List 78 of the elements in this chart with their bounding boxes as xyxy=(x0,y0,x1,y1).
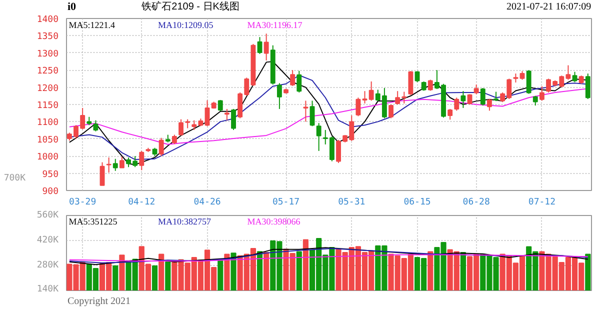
y-tick-label: 1300 xyxy=(36,49,59,60)
y-tick-label: 1250 xyxy=(36,66,59,77)
line-series xyxy=(68,254,588,262)
candlestick xyxy=(486,98,492,112)
x-tick-label: 06-28 xyxy=(462,198,490,208)
chart-title: 铁矿石2109 - 日K线图 xyxy=(140,0,240,12)
candlestick xyxy=(395,90,400,105)
candlestick xyxy=(448,108,453,120)
candlestick xyxy=(454,97,460,112)
candlestick xyxy=(368,80,374,102)
y-tick-label: 140K xyxy=(36,284,60,294)
text: MA5:351225 xyxy=(68,216,118,226)
candlestick xyxy=(388,104,394,119)
candlestick xyxy=(264,33,269,61)
candlestick xyxy=(290,70,296,86)
y-tick-label: 1350 xyxy=(36,32,59,42)
candlestick xyxy=(532,95,538,106)
candlestick xyxy=(585,73,590,100)
x-tick-label: 05-31 xyxy=(338,198,366,208)
text: i0 xyxy=(67,1,77,13)
candlestick xyxy=(310,100,315,127)
text: MA30:398066 xyxy=(247,216,301,226)
candlestick xyxy=(112,158,118,172)
candlestick xyxy=(276,82,282,110)
text: MA30:1196.17 xyxy=(247,20,303,30)
candlestick xyxy=(467,94,472,105)
x-tick-label: 07-12 xyxy=(528,198,556,208)
y-tick-label: 1200 xyxy=(36,84,59,94)
x-tick-label: 04-12 xyxy=(128,198,156,208)
candlestick xyxy=(296,70,302,93)
y-tick-label: 420K xyxy=(36,236,60,246)
x-tick-label: 05-17 xyxy=(272,198,300,208)
y-tick-label: 560K xyxy=(36,210,60,220)
candlestick xyxy=(428,79,433,92)
candlestick xyxy=(316,122,322,152)
candlestick xyxy=(474,84,479,95)
candlestick xyxy=(224,108,230,121)
candlestick xyxy=(494,91,498,102)
candlestick xyxy=(93,120,98,132)
x-tick-label: 06-15 xyxy=(404,198,431,208)
text: MA5:1221.4 xyxy=(68,20,116,30)
text: 700K xyxy=(4,173,26,184)
candlestick xyxy=(362,90,368,104)
y-tick-label: 280K xyxy=(36,260,60,270)
x-tick-label: 03-29 xyxy=(69,198,96,208)
candlestick xyxy=(100,162,105,186)
candlestick xyxy=(480,87,486,106)
candlestick xyxy=(178,118,184,136)
candlestick xyxy=(158,137,164,157)
candlestick xyxy=(526,70,532,94)
candlestick xyxy=(460,90,466,108)
candlestick xyxy=(402,91,407,104)
candlestick xyxy=(257,36,262,54)
candlestick xyxy=(119,156,124,168)
candlestick xyxy=(204,100,210,127)
candlestick xyxy=(231,108,236,130)
x-tick-label: 04-26 xyxy=(194,198,221,208)
candlestick xyxy=(572,71,578,83)
candlestick xyxy=(218,100,223,112)
candlestick xyxy=(421,80,426,92)
y-tick-label: 900 xyxy=(42,187,59,197)
text: MA10:382757 xyxy=(158,216,212,226)
y-tick-label: 950 xyxy=(42,170,59,180)
y-tick-label: 1400 xyxy=(36,15,59,25)
text: 2021-07-21 16:07:09 xyxy=(506,2,592,12)
y-tick-label: 1100 xyxy=(36,118,59,128)
candlestick xyxy=(408,70,414,96)
text: Copyright 2021 xyxy=(67,296,131,308)
candlestick xyxy=(139,150,144,171)
candlestick xyxy=(356,97,361,117)
candlestick xyxy=(414,70,420,83)
y-tick-label: 1050 xyxy=(36,135,59,146)
y-tick-label: 1000 xyxy=(36,152,59,163)
candlestick xyxy=(303,100,308,122)
text: MA10:1209.05 xyxy=(158,20,214,30)
candlestick xyxy=(539,86,544,102)
candlestick xyxy=(172,134,177,145)
y-tick-label: 1150 xyxy=(36,101,59,111)
